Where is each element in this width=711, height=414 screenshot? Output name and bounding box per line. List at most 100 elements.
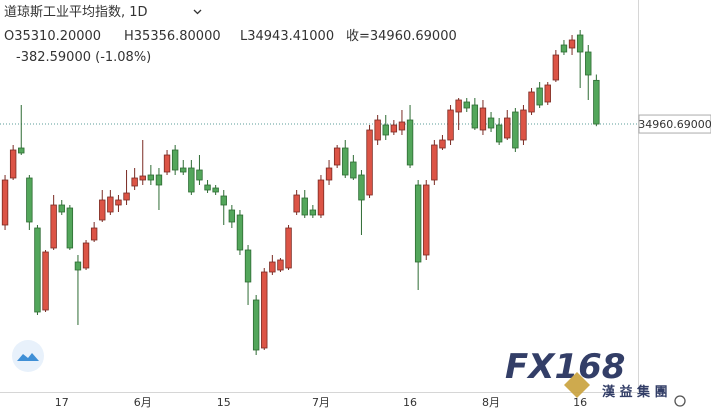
candle-body (228, 209, 236, 223)
candle-body (9, 149, 17, 179)
candle-body (382, 124, 389, 136)
x-tick-label: 8月 (482, 396, 500, 409)
candle-body (139, 175, 146, 181)
open-label: O35310.20000 (4, 29, 101, 44)
watermark-company: 漢 益 集 團 (602, 384, 668, 400)
candle-body (568, 39, 576, 49)
logo-circle[interactable] (12, 340, 44, 372)
candle-body (188, 167, 195, 193)
candle-body (374, 119, 381, 141)
candle-body (487, 117, 495, 129)
candle-body (350, 161, 357, 179)
candle-body (309, 209, 317, 216)
candle-body (366, 129, 373, 196)
candle-body (423, 184, 430, 256)
candle-body (147, 174, 155, 181)
watermark-diamond (564, 372, 590, 398)
candle-body (123, 192, 130, 201)
logo-badge[interactable] (12, 340, 44, 372)
settings-button[interactable] (674, 395, 686, 407)
candle-body (269, 261, 276, 273)
candle-body (358, 174, 365, 201)
candle-body (593, 79, 600, 125)
candle-body (99, 199, 106, 221)
dropdown-caret[interactable] (193, 9, 202, 15)
candle-body (220, 195, 227, 206)
candle-body (585, 51, 592, 76)
last-price-label: 34960.69000 (638, 118, 711, 131)
x-tick-label: 17 (55, 396, 69, 409)
candle-body (90, 227, 98, 241)
candle-body (293, 194, 300, 213)
candle-body (342, 147, 349, 176)
candle-body (520, 109, 527, 141)
candle-body (439, 139, 446, 149)
candle-body (74, 261, 82, 271)
candle-body (26, 177, 33, 223)
candle-body (1, 179, 9, 226)
candle-body (196, 169, 203, 181)
candle-body (285, 227, 292, 269)
candle-body (244, 249, 252, 283)
candle-body (107, 196, 114, 213)
candle-body (155, 174, 163, 186)
candle-body (317, 179, 325, 216)
candle-body (390, 124, 398, 133)
x-tick-label: 15 (217, 396, 231, 409)
candle-body (66, 207, 74, 249)
candle-body (58, 204, 65, 213)
candle-body (414, 184, 422, 263)
last-price-box (638, 114, 711, 134)
candle-body (406, 119, 414, 166)
candle-body (455, 99, 462, 113)
candle-body (447, 109, 454, 141)
candle-body (42, 251, 49, 311)
chart-title: 道琼斯工业平均指数, 1D (4, 5, 148, 20)
candle-body (325, 167, 333, 181)
change-label: -382.59000 (-1.08%) (16, 50, 151, 65)
candle-body (18, 147, 25, 154)
candle-body (180, 167, 187, 173)
candle-body (504, 117, 511, 139)
candle-body (431, 144, 438, 181)
x-tick-label: 7月 (312, 396, 330, 409)
candle-body (560, 44, 568, 53)
candle-body (536, 87, 543, 106)
candle-body (50, 204, 57, 249)
candle-body (471, 104, 479, 129)
candle-body (171, 149, 179, 171)
candle-body (212, 187, 219, 193)
candle-body (163, 154, 171, 173)
candle-body (301, 197, 308, 216)
candle-body (495, 124, 503, 143)
candle-body (236, 214, 244, 251)
candle-body (479, 107, 487, 131)
candle-body (252, 299, 260, 351)
close-label: 收=34960.69000 (346, 29, 457, 44)
x-tick-label: 16 (403, 396, 417, 409)
candle-body (576, 34, 584, 53)
candle-body (463, 101, 470, 109)
x-tick-label: 6月 (134, 396, 152, 409)
candle-body (398, 121, 406, 131)
low-label: L34943.41000 (240, 29, 334, 44)
candle-body (131, 177, 138, 187)
candle-body (82, 242, 90, 269)
logo-icon[interactable] (17, 353, 39, 361)
candle-body (277, 259, 284, 271)
candle-body (544, 84, 551, 103)
candle-body (204, 184, 211, 191)
settings-icon[interactable] (674, 395, 686, 407)
candle-body (528, 91, 535, 113)
candle-body (333, 147, 341, 166)
watermark-logo: FX168 (505, 347, 625, 387)
candle-body (34, 227, 41, 313)
candle-body (512, 111, 519, 149)
high-label: H35356.80000 (124, 29, 221, 44)
watermark: FX168 漢 益 集 團 (505, 347, 668, 400)
x-tick-label: 16 (573, 396, 587, 409)
candle-body (115, 199, 122, 206)
candle-body (552, 54, 560, 81)
